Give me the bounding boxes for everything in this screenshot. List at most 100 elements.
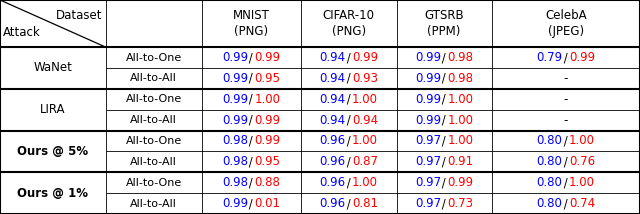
Text: 0.80: 0.80	[537, 197, 563, 210]
Text: 0.94: 0.94	[319, 93, 346, 106]
Text: 1.00: 1.00	[569, 134, 595, 147]
Text: 0.97: 0.97	[415, 155, 441, 168]
Text: 0.97: 0.97	[415, 197, 441, 210]
Text: Dataset: Dataset	[56, 9, 102, 22]
Text: Ours @ 1%: Ours @ 1%	[17, 187, 88, 200]
Text: /: /	[438, 51, 450, 64]
Text: /: /	[246, 72, 257, 85]
Text: 0.91: 0.91	[447, 155, 474, 168]
Text: 0.80: 0.80	[537, 155, 563, 168]
Text: 0.99: 0.99	[254, 51, 280, 64]
Text: 0.96: 0.96	[319, 134, 346, 147]
Text: /: /	[343, 197, 355, 210]
Text: /: /	[343, 155, 355, 168]
Text: /: /	[343, 176, 355, 189]
Text: 0.98: 0.98	[447, 51, 474, 64]
Text: 1.00: 1.00	[447, 93, 474, 106]
Text: 0.94: 0.94	[319, 114, 346, 127]
Text: All-to-All: All-to-All	[130, 157, 177, 167]
Text: All-to-All: All-to-All	[130, 73, 177, 83]
Text: 0.99: 0.99	[352, 51, 378, 64]
Text: 0.99: 0.99	[569, 51, 595, 64]
Text: /: /	[438, 134, 450, 147]
Text: 0.96: 0.96	[319, 176, 346, 189]
Text: 0.98: 0.98	[222, 155, 248, 168]
Text: 0.99: 0.99	[415, 51, 441, 64]
Text: 0.99: 0.99	[254, 114, 280, 127]
Text: MNIST
(PNG): MNIST (PNG)	[233, 9, 269, 38]
Text: 0.87: 0.87	[352, 155, 378, 168]
Text: /: /	[438, 114, 450, 127]
Text: 1.00: 1.00	[352, 176, 378, 189]
Text: All-to-One: All-to-One	[125, 136, 182, 146]
Text: /: /	[246, 51, 257, 64]
Text: 0.99: 0.99	[222, 114, 248, 127]
Text: CIFAR-10
(PNG): CIFAR-10 (PNG)	[323, 9, 375, 38]
Text: 0.76: 0.76	[569, 155, 595, 168]
Text: /: /	[246, 114, 257, 127]
Text: /: /	[246, 176, 257, 189]
Text: /: /	[343, 134, 355, 147]
Text: WaNet: WaNet	[33, 61, 72, 74]
Text: 0.94: 0.94	[352, 114, 378, 127]
Text: 0.99: 0.99	[222, 51, 248, 64]
Text: Ours @ 5%: Ours @ 5%	[17, 145, 88, 158]
Text: 0.99: 0.99	[222, 72, 248, 85]
Text: /: /	[438, 176, 450, 189]
Text: 0.99: 0.99	[222, 197, 248, 210]
Text: 0.96: 0.96	[319, 197, 346, 210]
Text: /: /	[560, 197, 572, 210]
Text: 0.99: 0.99	[415, 93, 441, 106]
Text: -: -	[564, 93, 568, 106]
Text: /: /	[343, 114, 355, 127]
Text: 0.99: 0.99	[254, 134, 280, 147]
Text: Attack: Attack	[3, 25, 41, 39]
Text: 1.00: 1.00	[352, 134, 378, 147]
Text: All-to-One: All-to-One	[125, 178, 182, 188]
Text: /: /	[560, 176, 572, 189]
Text: 1.00: 1.00	[447, 134, 474, 147]
Text: /: /	[246, 197, 257, 210]
Text: 0.99: 0.99	[447, 176, 474, 189]
Text: All-to-One: All-to-One	[125, 94, 182, 104]
Text: -: -	[564, 72, 568, 85]
Text: All-to-All: All-to-All	[130, 115, 177, 125]
Text: 0.96: 0.96	[319, 155, 346, 168]
Text: 0.73: 0.73	[447, 197, 474, 210]
Text: GTSRB
(PPM): GTSRB (PPM)	[424, 9, 464, 38]
Text: 0.98: 0.98	[222, 134, 248, 147]
Text: /: /	[343, 93, 355, 106]
Text: All-to-One: All-to-One	[125, 52, 182, 62]
Text: /: /	[246, 155, 257, 168]
Text: 0.94: 0.94	[319, 51, 346, 64]
Text: 0.99: 0.99	[415, 72, 441, 85]
Text: 0.99: 0.99	[222, 93, 248, 106]
Text: /: /	[343, 51, 355, 64]
Text: 0.95: 0.95	[254, 155, 280, 168]
Text: 0.81: 0.81	[352, 197, 378, 210]
Text: /: /	[246, 134, 257, 147]
Text: 0.97: 0.97	[415, 134, 441, 147]
Text: 1.00: 1.00	[254, 93, 280, 106]
Text: LIRA: LIRA	[40, 103, 65, 116]
Text: 0.95: 0.95	[254, 72, 280, 85]
Text: 0.98: 0.98	[447, 72, 474, 85]
Text: 0.99: 0.99	[415, 114, 441, 127]
Text: /: /	[560, 51, 572, 64]
Text: 1.00: 1.00	[352, 93, 378, 106]
Text: All-to-All: All-to-All	[130, 199, 177, 209]
Text: CelebA
(JPEG): CelebA (JPEG)	[545, 9, 587, 38]
Text: 0.74: 0.74	[569, 197, 595, 210]
Text: /: /	[438, 72, 450, 85]
Text: 0.97: 0.97	[415, 176, 441, 189]
Text: /: /	[343, 72, 355, 85]
Text: 0.79: 0.79	[536, 51, 563, 64]
Text: 0.80: 0.80	[537, 134, 563, 147]
Text: 0.94: 0.94	[319, 72, 346, 85]
Text: 1.00: 1.00	[569, 176, 595, 189]
Text: 1.00: 1.00	[447, 114, 474, 127]
Text: 0.88: 0.88	[254, 176, 280, 189]
Text: /: /	[246, 93, 257, 106]
Text: 0.98: 0.98	[222, 176, 248, 189]
Text: 0.01: 0.01	[254, 197, 280, 210]
